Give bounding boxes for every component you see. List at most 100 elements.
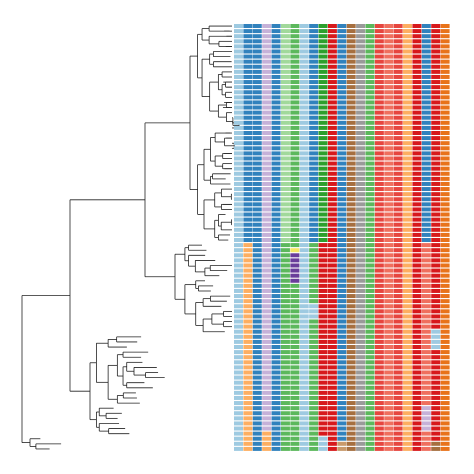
heatmap-cell <box>403 355 413 360</box>
heatmap-cell <box>393 370 403 375</box>
heatmap-cell <box>403 222 413 227</box>
heatmap-cell <box>356 125 366 130</box>
heatmap-cell <box>374 319 384 324</box>
heatmap-cell <box>290 283 300 288</box>
heatmap-cell <box>318 380 328 385</box>
heatmap-cell <box>365 345 375 349</box>
heatmap-cell <box>346 54 356 59</box>
heatmap-cell <box>318 446 328 451</box>
heatmap-cell <box>271 385 281 390</box>
heatmap-cell <box>234 421 243 426</box>
heatmap-cell <box>346 34 356 39</box>
heatmap-cell <box>252 115 262 120</box>
heatmap-cell <box>234 258 243 263</box>
heatmap-cell <box>374 345 384 349</box>
heatmap-cell <box>309 222 319 227</box>
heatmap-cell <box>403 44 413 49</box>
heatmap-cell <box>280 350 290 355</box>
heatmap-cell <box>440 334 450 339</box>
heatmap-cell <box>384 426 394 431</box>
heatmap-cell <box>234 416 243 421</box>
heatmap-cell <box>384 29 394 34</box>
heatmap-cell <box>252 120 262 125</box>
heatmap-cell <box>356 421 366 426</box>
heatmap-cell <box>299 411 309 416</box>
heatmap-cell <box>431 446 441 451</box>
heatmap-cell <box>309 319 319 324</box>
heatmap-cell <box>271 69 281 74</box>
heatmap-cell <box>365 207 375 212</box>
heatmap-cell <box>346 426 356 431</box>
heatmap-cell <box>252 151 262 156</box>
heatmap-cell <box>290 406 300 411</box>
heatmap-cell <box>440 217 450 222</box>
heatmap-cell <box>393 390 403 395</box>
heatmap-cell <box>384 181 394 186</box>
heatmap-cell <box>234 207 243 212</box>
heatmap-cell <box>309 441 319 446</box>
heatmap-cell <box>356 395 366 400</box>
heatmap-cell <box>431 232 441 237</box>
heatmap-cell <box>393 278 403 283</box>
heatmap-cell <box>318 299 328 304</box>
heatmap-cell <box>365 426 375 431</box>
heatmap-cell <box>384 156 394 161</box>
heatmap-cell <box>337 105 347 110</box>
heatmap-cell <box>318 49 328 54</box>
heatmap-cell <box>271 436 281 441</box>
heatmap-cell <box>403 411 413 416</box>
heatmap-cell <box>280 151 290 156</box>
heatmap-cell <box>346 329 356 334</box>
heatmap-cell <box>271 421 281 426</box>
heatmap-cell <box>299 232 309 237</box>
heatmap-cell <box>262 324 272 329</box>
heatmap-cell <box>431 314 441 319</box>
heatmap-cell <box>290 192 300 197</box>
heatmap-cell <box>421 355 431 360</box>
heatmap-cell <box>299 375 309 380</box>
heatmap-cell <box>374 176 384 181</box>
heatmap-cell <box>243 360 253 365</box>
heatmap-cell <box>337 350 347 355</box>
heatmap-cell <box>356 141 366 146</box>
heatmap-cell <box>234 39 243 44</box>
heatmap-cell <box>252 350 262 355</box>
heatmap-cell <box>318 110 328 115</box>
heatmap-cell <box>299 207 309 212</box>
heatmap-cell <box>309 401 319 406</box>
heatmap-cell <box>412 360 422 365</box>
heatmap-cell <box>346 136 356 141</box>
heatmap-cell <box>393 192 403 197</box>
heatmap-cell <box>252 339 262 344</box>
heatmap-cell <box>243 44 253 49</box>
heatmap-cell <box>346 192 356 197</box>
heatmap-cell <box>421 294 431 299</box>
heatmap-cell <box>271 141 281 146</box>
heatmap-cell <box>403 288 413 293</box>
heatmap-cell <box>412 54 422 59</box>
heatmap-cell <box>346 339 356 344</box>
heatmap-cell <box>356 390 366 395</box>
heatmap-cell <box>290 329 300 334</box>
heatmap-cell <box>234 120 243 125</box>
heatmap-cell <box>280 345 290 349</box>
heatmap-cell <box>290 385 300 390</box>
heatmap-cell <box>337 411 347 416</box>
heatmap-cell <box>252 24 262 28</box>
heatmap-cell <box>337 202 347 207</box>
heatmap-cell <box>374 334 384 339</box>
heatmap-cell <box>309 100 319 105</box>
heatmap-cell <box>374 217 384 222</box>
heatmap-cell <box>327 212 337 217</box>
heatmap-cell <box>299 350 309 355</box>
heatmap-cell <box>384 390 394 395</box>
heatmap-cell <box>403 390 413 395</box>
heatmap-cell <box>299 171 309 176</box>
heatmap-cell <box>440 197 450 202</box>
heatmap-cell <box>327 197 337 202</box>
heatmap-cell <box>421 253 431 258</box>
heatmap-cell <box>440 49 450 54</box>
heatmap-cell <box>356 253 366 258</box>
heatmap-cell <box>346 90 356 95</box>
heatmap-cell <box>356 370 366 375</box>
